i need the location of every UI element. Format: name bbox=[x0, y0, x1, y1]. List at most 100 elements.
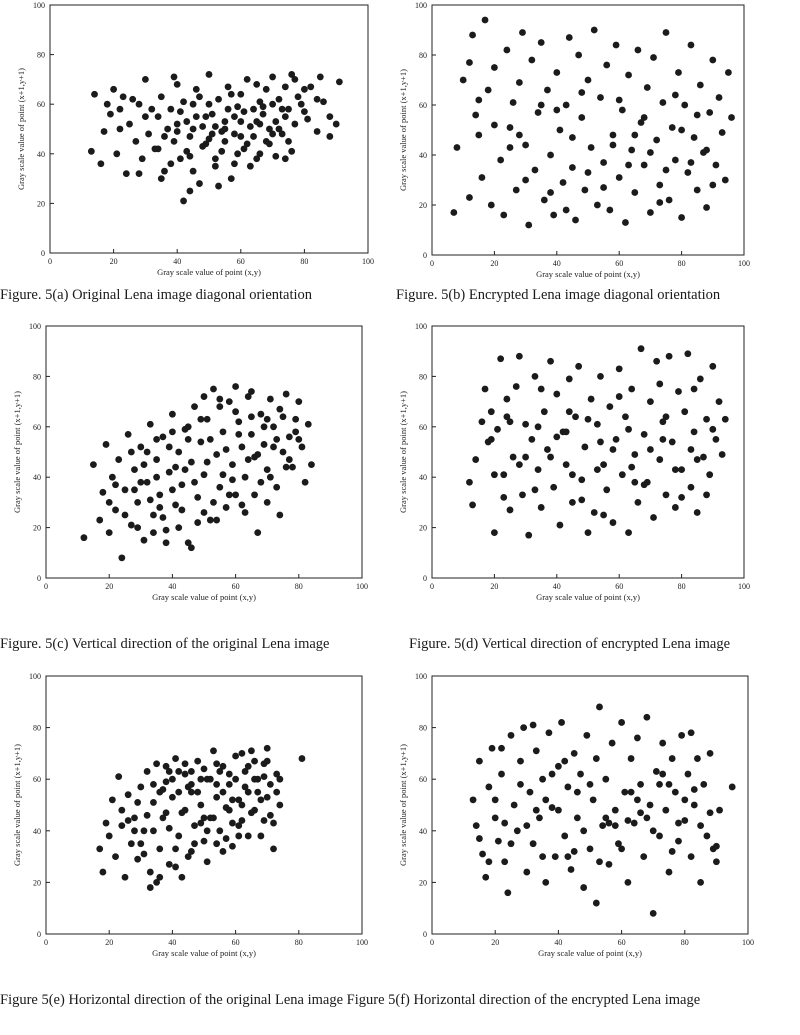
scatter-point bbox=[649, 827, 657, 835]
scatter-point bbox=[263, 415, 271, 423]
scatter-point bbox=[208, 130, 216, 138]
scatter-point bbox=[197, 819, 205, 827]
scatter-point bbox=[597, 373, 604, 380]
scatter-point bbox=[684, 770, 692, 778]
x-tick-label: 60 bbox=[618, 938, 626, 947]
scatter-point bbox=[143, 478, 151, 486]
scatter-point bbox=[544, 446, 551, 453]
scatter-point bbox=[656, 832, 663, 840]
scatter-point bbox=[647, 209, 654, 216]
scatter-point bbox=[687, 729, 695, 737]
scatter-point bbox=[118, 554, 126, 562]
scatter-point bbox=[307, 83, 315, 91]
scatter-point bbox=[215, 95, 222, 103]
scatter-point bbox=[634, 734, 641, 742]
scatter-point bbox=[135, 100, 143, 108]
scatter-point bbox=[142, 113, 149, 120]
y-tick-label: 40 bbox=[37, 150, 45, 159]
scatter-point bbox=[205, 135, 213, 143]
scatter-point bbox=[221, 125, 229, 133]
scatter-point bbox=[459, 76, 467, 84]
x-axis-label: Gray scale value of point (x,y) bbox=[157, 267, 261, 277]
scatter-point bbox=[118, 806, 126, 814]
scatter-point bbox=[569, 164, 576, 171]
scatter-point bbox=[715, 398, 723, 405]
scatter-point bbox=[656, 181, 664, 189]
scatter-point bbox=[186, 133, 194, 140]
y-tick-label: 20 bbox=[33, 878, 41, 887]
scatter-point bbox=[297, 100, 305, 108]
scatter-point bbox=[298, 443, 306, 451]
x-tick-label: 0 bbox=[48, 257, 52, 266]
scatter-point bbox=[266, 395, 274, 403]
scatter-point bbox=[276, 801, 284, 809]
scatter-point bbox=[544, 86, 551, 94]
scatter-point bbox=[485, 783, 493, 791]
x-tick-label: 100 bbox=[738, 582, 750, 591]
scatter-point bbox=[281, 83, 289, 91]
scatter-point bbox=[194, 788, 202, 796]
y-tick-label: 20 bbox=[37, 199, 45, 208]
scatter-point bbox=[697, 822, 704, 830]
scatter-point bbox=[553, 390, 561, 398]
scatter-point bbox=[186, 152, 194, 160]
scatter-point bbox=[728, 783, 736, 791]
scatter-point bbox=[259, 103, 267, 111]
scatter-point bbox=[532, 747, 540, 755]
scatter-point bbox=[215, 182, 222, 190]
scatter-point bbox=[118, 822, 126, 830]
scatter-point bbox=[615, 365, 623, 373]
scatter-point bbox=[659, 99, 667, 106]
scatter-point bbox=[565, 375, 573, 383]
scatter-point bbox=[162, 762, 170, 770]
scatter-point bbox=[550, 211, 558, 219]
scatter-point bbox=[211, 123, 219, 130]
scatter-point bbox=[256, 150, 264, 158]
scatter-point bbox=[534, 423, 542, 431]
scatter-point bbox=[517, 780, 524, 788]
scatter-point bbox=[721, 176, 729, 184]
scatter-point bbox=[624, 879, 632, 886]
scatter-point bbox=[289, 463, 296, 471]
scatter-point bbox=[124, 817, 132, 824]
x-tick-label: 0 bbox=[44, 938, 48, 947]
y-tick-label: 40 bbox=[419, 151, 427, 160]
scatter-point bbox=[115, 773, 123, 781]
caption-e: Figure 5(e) Horizontal direction of the … bbox=[0, 992, 344, 1008]
scatter-point bbox=[668, 848, 676, 855]
scatter-point bbox=[269, 73, 276, 81]
scatter-point bbox=[232, 383, 240, 390]
scatter-point bbox=[250, 133, 257, 140]
scatter-point bbox=[628, 146, 636, 154]
scatter-point bbox=[469, 31, 476, 39]
scatter-point bbox=[105, 832, 113, 840]
scatter-point bbox=[253, 80, 261, 88]
scatter-point bbox=[165, 468, 173, 476]
scatter-point bbox=[175, 832, 183, 840]
scatter-point bbox=[308, 461, 315, 468]
scatter-point bbox=[196, 93, 203, 101]
scatter-point bbox=[224, 83, 232, 91]
x-tick-label: 20 bbox=[105, 938, 113, 947]
scatter-point bbox=[503, 395, 511, 403]
scatter-point bbox=[237, 118, 245, 125]
scatter-point bbox=[519, 491, 526, 499]
scatter-point bbox=[231, 160, 238, 168]
scatter-chart-c: 0 20 40 60 80 100 0 20 40 60 80 100 Gray scale value… bbox=[8, 320, 388, 620]
scatter-point bbox=[298, 755, 306, 762]
scatter-point bbox=[500, 493, 508, 501]
scatter-point bbox=[211, 162, 219, 170]
y-tick-label: 20 bbox=[419, 524, 427, 533]
y-tick-label: 100 bbox=[29, 322, 41, 331]
scatter-point bbox=[694, 755, 701, 762]
scatter-point bbox=[288, 71, 296, 78]
scatter-point bbox=[206, 436, 214, 443]
y-tick-label: 80 bbox=[419, 372, 427, 381]
scatter-point bbox=[119, 93, 127, 101]
scatter-point bbox=[703, 491, 710, 499]
caption-b: Figure. 5(b) Encrypted Lena image diagon… bbox=[396, 287, 721, 303]
scatter-point bbox=[108, 473, 116, 481]
scatter-point bbox=[248, 747, 255, 755]
scatter-point bbox=[487, 201, 495, 209]
scatter-point bbox=[497, 355, 505, 363]
